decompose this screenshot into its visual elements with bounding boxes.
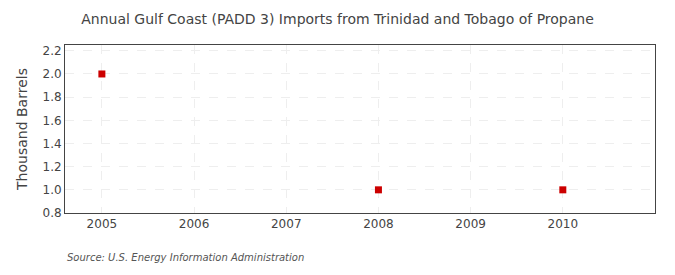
- svg-text:1.2: 1.2: [43, 160, 62, 174]
- svg-text:Thousand Barrels: Thousand Barrels: [14, 68, 30, 191]
- svg-text:Annual Gulf Coast (PADD 3) Imp: Annual Gulf Coast (PADD 3) Imports from …: [81, 11, 594, 27]
- svg-text:2.2: 2.2: [43, 44, 62, 58]
- svg-text:1.6: 1.6: [43, 114, 62, 128]
- svg-text:2008: 2008: [363, 217, 394, 231]
- svg-text:Source: U.S. Energy Informatio: Source: U.S. Energy Information Administ…: [67, 252, 304, 263]
- svg-text:2.0: 2.0: [43, 67, 62, 81]
- svg-text:2009: 2009: [455, 217, 486, 231]
- svg-text:2010: 2010: [548, 217, 579, 231]
- svg-text:2007: 2007: [271, 217, 302, 231]
- svg-text:0.8: 0.8: [43, 206, 62, 220]
- svg-text:1.4: 1.4: [43, 137, 62, 151]
- svg-text:1.8: 1.8: [43, 90, 62, 104]
- svg-text:2005: 2005: [87, 217, 118, 231]
- svg-text:1.0: 1.0: [43, 183, 62, 197]
- svg-text:2006: 2006: [179, 217, 210, 231]
